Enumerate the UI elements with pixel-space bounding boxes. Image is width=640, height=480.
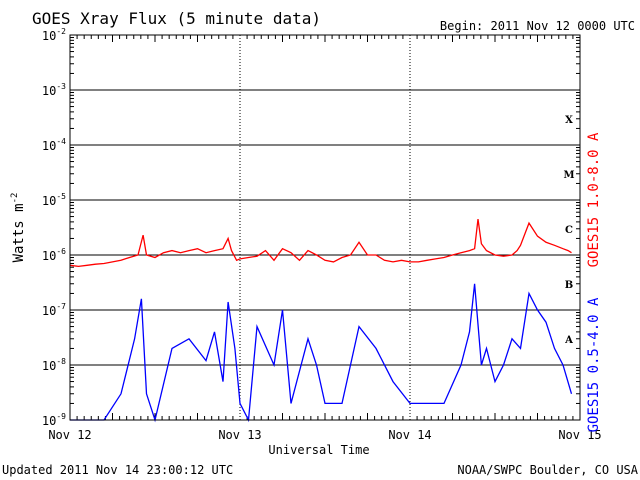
y-tick-label-exp: -4	[56, 137, 66, 146]
y-tick-labels: 10-910-810-710-610-510-410-310-2	[42, 27, 66, 428]
credit-label: NOAA/SWPC Boulder, CO USA	[457, 463, 638, 477]
x-tick-label: Nov 14	[388, 428, 431, 442]
y-tick-label-exp: -8	[56, 357, 66, 366]
y-tick-label: 10-8	[42, 357, 66, 373]
y-tick-label-base: 10	[42, 249, 56, 263]
minor-ticks	[70, 35, 580, 420]
begin-label: Begin: 2011 Nov 12 0000 UTC	[440, 19, 635, 33]
y-tick-label-exp: -7	[56, 302, 66, 311]
legend-entry-1: GOES15 0.5-4.0 A	[586, 297, 602, 432]
legend: GOES15 1.0-8.0 A GOES15 0.5-4.0 A	[586, 132, 602, 432]
series-line-0	[69, 219, 572, 268]
plot-frame	[69, 34, 581, 421]
y-axis-label-base: Watts m	[11, 203, 27, 262]
grid	[69, 34, 581, 421]
y-tick-label-exp: -5	[56, 192, 66, 201]
y-tick-label-exp: -6	[56, 247, 66, 256]
y-tick-label-exp: -2	[56, 27, 66, 36]
y-axis-label: Watts m-2	[10, 193, 27, 263]
flare-class-b: B	[565, 280, 573, 291]
y-tick-label: 10-4	[42, 137, 66, 153]
x-tick-labels: Nov 12 Nov 13 Nov 14 Nov 15	[48, 428, 601, 442]
y-axis-label-exp: -2	[10, 193, 20, 204]
flare-class-c: C	[565, 225, 573, 236]
x-axis-label: Universal Time	[268, 443, 369, 457]
y-tick-label-base: 10	[42, 84, 56, 98]
y-tick-label-base: 10	[42, 359, 56, 373]
series-layer	[69, 219, 573, 423]
y-tick-label: 10-5	[42, 192, 66, 208]
y-tick-label-exp: -3	[56, 82, 66, 91]
x-tick-label: Nov 13	[218, 428, 261, 442]
y-tick-label: 10-9	[42, 412, 66, 428]
y-tick-label: 10-6	[42, 247, 66, 263]
y-tick-label-base: 10	[42, 304, 56, 318]
legend-entry-0: GOES15 1.0-8.0 A	[586, 132, 602, 267]
y-tick-label-base: 10	[42, 414, 56, 428]
flare-class-a: A	[564, 335, 573, 346]
flare-class-labels: A B C M X	[563, 115, 574, 346]
y-tick-label: 10-7	[42, 302, 66, 318]
y-tick-label: 10-2	[42, 27, 66, 43]
flare-class-m: M	[563, 170, 574, 181]
y-tick-label-base: 10	[42, 194, 56, 208]
x-tick-label: Nov 15	[558, 428, 601, 442]
y-tick-label: 10-3	[42, 82, 66, 98]
series-line-1	[70, 283, 573, 423]
chart-title: GOES Xray Flux (5 minute data)	[32, 9, 321, 28]
y-tick-label-base: 10	[42, 139, 56, 153]
y-tick-label-exp: -9	[56, 412, 66, 421]
y-tick-label-base: 10	[42, 29, 56, 43]
flare-class-x: X	[565, 115, 573, 126]
x-tick-label: Nov 12	[48, 428, 91, 442]
updated-timestamp: Updated 2011 Nov 14 23:00:12 UTC	[2, 463, 233, 477]
